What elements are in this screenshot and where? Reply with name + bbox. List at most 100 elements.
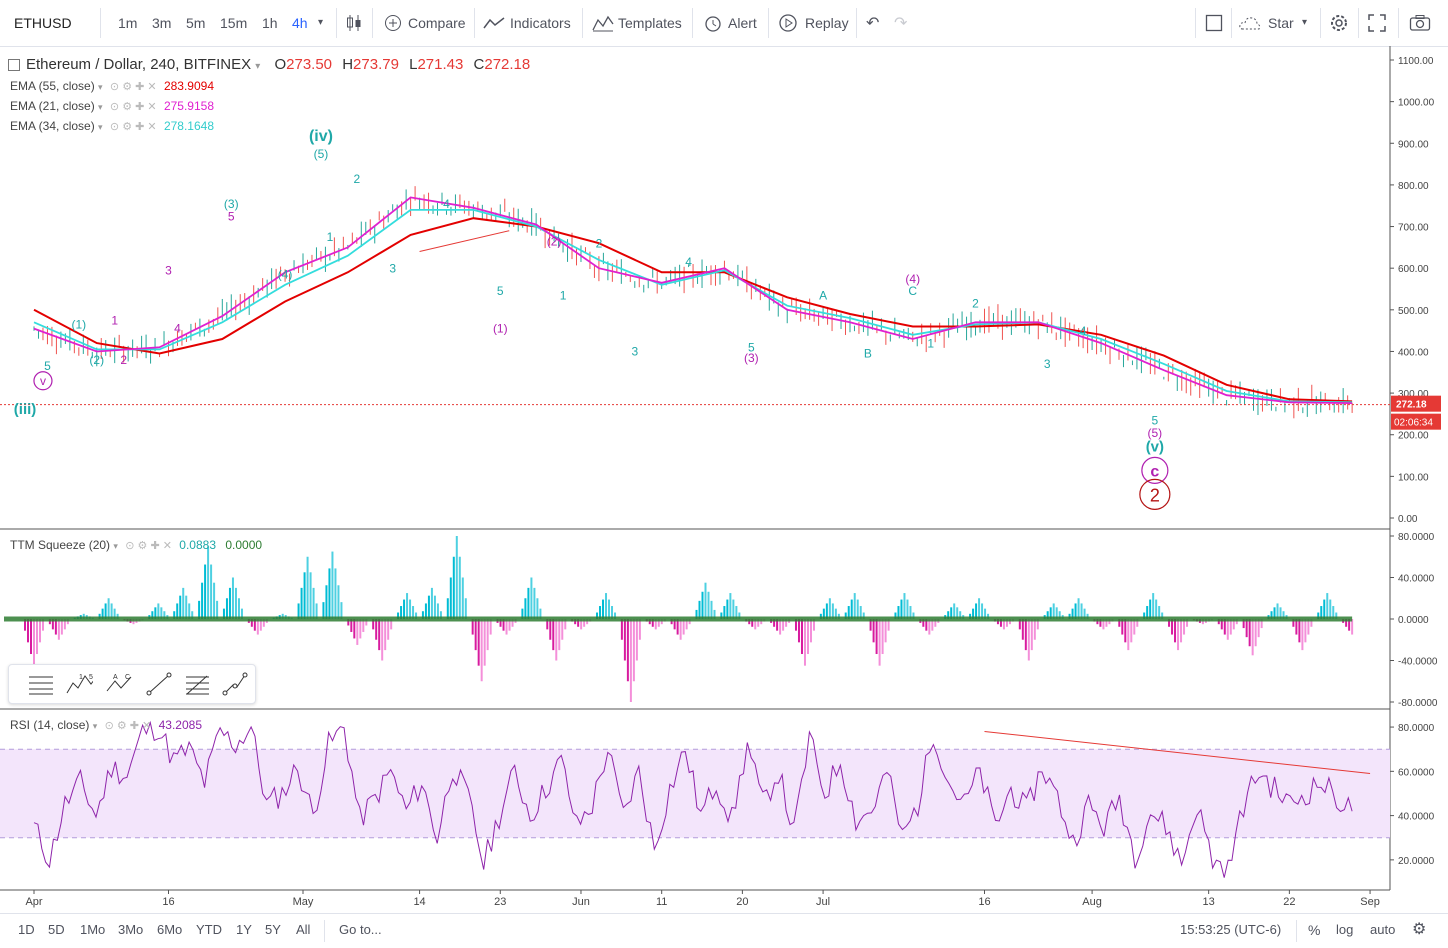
ttm-bar [875, 619, 878, 655]
ttm-bar [461, 577, 464, 619]
path-icon[interactable] [221, 671, 249, 697]
range-1mo[interactable]: 1Mo [80, 922, 106, 937]
ttm-bar [546, 619, 549, 630]
ema21-label[interactable]: EMA (21, close) [10, 99, 95, 113]
collapse-icon[interactable] [8, 59, 20, 72]
series-title[interactable]: Ethereum / Dollar, 240, BITFINEX [26, 56, 252, 73]
chevron-down-icon[interactable]: ▾ [255, 61, 261, 72]
ttm-bar [132, 619, 135, 625]
range-5y[interactable]: 5Y [265, 922, 281, 937]
chart-canvas[interactable]: 1100.001000.00900.00800.00700.00600.0050… [0, 46, 1448, 914]
percent-toggle[interactable]: % [1308, 922, 1321, 938]
chevron-down-icon[interactable]: ▾ [98, 82, 103, 92]
ttm-bar [527, 587, 530, 619]
range-1d[interactable]: 1D [18, 922, 35, 937]
ema34-label[interactable]: EMA (34, close) [10, 119, 95, 133]
log-toggle[interactable]: log [1336, 922, 1354, 937]
study-controls-icon[interactable]: ⊙ ⚙ ✚ ✕ [109, 81, 157, 93]
expand-icon[interactable] [1368, 14, 1386, 36]
ttm-bar [947, 611, 950, 619]
ttm-bar [1232, 619, 1235, 630]
interval-5m[interactable]: 5m [186, 15, 206, 31]
fib-retracement-icon[interactable] [183, 671, 211, 697]
ttm-bar [1220, 619, 1223, 630]
interval-1h[interactable]: 1h [262, 15, 278, 31]
alert-button[interactable]: Alert [728, 15, 757, 31]
chart-area[interactable]: 1100.00 1000.00 900.00 800.00 700.00 600.00 50… [0, 46, 1448, 914]
symbol-search[interactable]: ETHUSD [14, 15, 72, 31]
goto-button[interactable]: Go to... [339, 922, 382, 937]
ttm-bar [1008, 619, 1011, 625]
clock-time[interactable]: 15:53:25 (UTC-6) [1180, 922, 1282, 937]
gear-icon[interactable] [1329, 13, 1349, 35]
ema55-legend[interactable]: EMA (55, close) ▾ ⊙ ⚙ ✚ ✕ 283.9094 [10, 79, 214, 93]
ttm-bar [1279, 607, 1282, 619]
ttm-bar [1096, 619, 1099, 625]
range-5d[interactable]: 5D [48, 922, 65, 937]
ttm-bar [101, 608, 104, 619]
ttm-bar [474, 619, 477, 651]
range-all[interactable]: All [296, 922, 311, 937]
chevron-down-icon[interactable]: ▾ [1302, 17, 1308, 28]
redo-icon[interactable]: ↷ [894, 15, 908, 32]
interval-1m[interactable]: 1m [118, 15, 138, 31]
toolbar-divider [1320, 8, 1321, 38]
star-save-button[interactable]: Star [1268, 15, 1294, 31]
ttm-bar [853, 593, 856, 619]
chevron-down-icon[interactable]: ▾ [92, 721, 98, 731]
ttm-bar [1077, 598, 1080, 619]
ttm-bar [1301, 619, 1304, 651]
interval-15m[interactable]: 15m [220, 15, 248, 31]
time-tick-label: Jun [572, 896, 590, 908]
ttm-bar [897, 606, 900, 619]
wave-label: 5 [497, 284, 504, 298]
range-ytd[interactable]: YTD [196, 922, 222, 937]
ttm-bar [1099, 619, 1102, 627]
ttm-bar [1068, 613, 1071, 619]
gear-icon[interactable]: ⚙ [1412, 921, 1427, 938]
chevron-down-icon[interactable]: ▾ [98, 122, 103, 132]
auto-toggle[interactable]: auto [1370, 922, 1396, 937]
ema34-legend[interactable]: EMA (34, close) ▾ ⊙ ⚙ ✚ ✕ 278.1648 [10, 119, 214, 133]
compare-button[interactable]: Compare [408, 15, 466, 31]
ttm-bar [1002, 619, 1005, 630]
horizontal-lines-icon[interactable] [27, 671, 55, 697]
undo-icon[interactable]: ↶ [866, 15, 880, 32]
ttm-bar [580, 619, 583, 630]
ttm-bar [757, 619, 760, 627]
chevron-down-icon[interactable]: ▾ [113, 541, 118, 551]
interval-3m[interactable]: 3m [152, 15, 172, 31]
study-controls-icon[interactable]: ⊙ ⚙ ✚ ✕ [125, 540, 172, 552]
chevron-down-icon[interactable]: ▾ [318, 17, 324, 28]
camera-icon[interactable] [1409, 14, 1431, 36]
templates-button[interactable]: Templates [618, 15, 682, 31]
ttm-bar [638, 619, 641, 640]
indicators-button[interactable]: Indicators [510, 15, 571, 31]
trend-line-icon[interactable] [145, 671, 173, 697]
ema55-label[interactable]: EMA (55, close) [10, 79, 95, 93]
ttm-legend[interactable]: TTM Squeeze (20) ▾ ⊙ ⚙ ✚ ✕ 0.0883 0.0000 [10, 538, 262, 552]
chevron-down-icon[interactable]: ▾ [98, 102, 103, 112]
study-controls-icon[interactable]: ⊙ ⚙ ✚ ✕ [104, 720, 152, 732]
range-3mo[interactable]: 3Mo [118, 922, 144, 937]
fullscreen-box-icon[interactable] [1205, 14, 1223, 36]
ttm-bar [499, 619, 502, 627]
ttm-bar [614, 612, 617, 619]
study-controls-icon[interactable]: ⊙ ⚙ ✚ ✕ [109, 101, 157, 113]
ttm-bar [1143, 612, 1146, 619]
replay-button[interactable]: Replay [805, 15, 849, 31]
ttm-bar [446, 598, 449, 619]
candles-icon[interactable] [346, 14, 362, 36]
rsi-legend[interactable]: RSI (14, close) ▾ ⊙ ⚙ ✚ ✕ 43.2085 [10, 718, 202, 732]
ttm-bar [33, 619, 35, 666]
study-controls-icon[interactable]: ⊙ ⚙ ✚ ✕ [109, 121, 157, 133]
interval-4h[interactable]: 4h [292, 15, 308, 31]
ttm-label[interactable]: TTM Squeeze (20) [10, 538, 111, 552]
range-1y[interactable]: 1Y [236, 922, 252, 937]
range-6mo[interactable]: 6Mo [157, 922, 183, 937]
rsi-label[interactable]: RSI (14, close) [10, 718, 90, 732]
ttm-bar [486, 619, 489, 651]
ema21-legend[interactable]: EMA (21, close) ▾ ⊙ ⚙ ✚ ✕ 275.9158 [10, 99, 214, 113]
